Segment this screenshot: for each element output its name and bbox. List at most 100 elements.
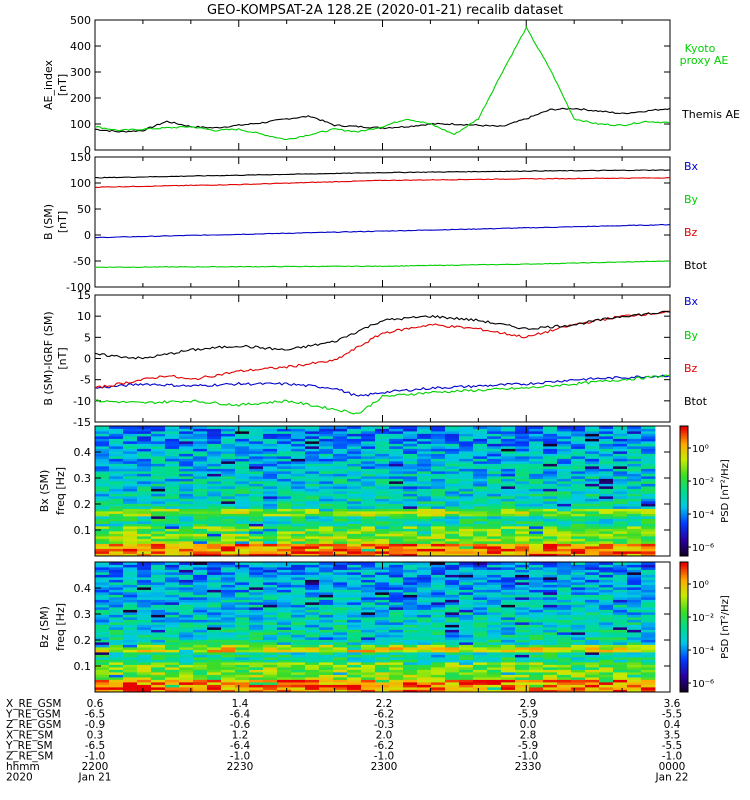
psd-cell [473,654,488,658]
y-tick-label: 150 [70,151,91,164]
psd-cell [431,634,446,638]
psd-cell [109,562,124,565]
psd-cell [319,662,334,665]
psd-cell [305,546,320,549]
psd-cell [137,473,152,477]
panel-spec-bz: 0.10.20.30.4Bz (SM) freq [Hz]10⁰10⁻²10⁻⁴1… [38,561,731,693]
psd-cell [179,463,194,467]
psd-cell [585,599,600,603]
psd-cell [403,662,418,665]
colorbar-segment [680,618,688,621]
psd-cell [641,587,656,590]
psd-cell [473,689,488,693]
psd-cell [641,491,656,494]
psd-cell [641,609,656,613]
psd-cell [543,511,558,514]
psd-cell [291,431,306,434]
psd-cell [179,521,194,524]
psd-cell [221,629,236,633]
psd-cell [221,614,236,618]
psd-cell [627,553,642,557]
psd-cell [487,682,502,685]
psd-cell [613,501,628,504]
y-tick-label: 300 [70,66,91,79]
psd-cell [473,546,488,549]
psd-cell [193,433,208,437]
psd-cell [473,516,488,519]
psd-cell [179,433,194,437]
psd-cell [515,446,530,449]
psd-cell [361,458,376,462]
psd-cell [165,481,180,484]
psd-cell [389,518,404,522]
psd-cell [193,491,208,494]
psd-cell [249,501,264,504]
psd-cell [599,546,614,549]
psd-cell [249,526,264,529]
psd-cell [627,516,642,519]
psd-cell [263,538,278,542]
psd-cell [627,528,642,532]
psd-cell [207,453,222,457]
psd-cell [263,639,278,643]
psd-cell [291,647,306,650]
psd-cell [445,617,460,620]
psd-cell [151,592,166,595]
psd-cell [473,607,488,610]
psd-cell [585,546,600,549]
psd-cell [515,654,530,658]
psd-cell [487,521,502,524]
psd-cell [109,433,124,437]
psd-cell [291,483,306,487]
psd-cell [571,607,586,610]
psd-cell [347,564,362,568]
psd-cell [417,523,432,527]
psd-cell [571,468,586,472]
psd-cell [529,428,544,432]
psd-cell [501,501,516,504]
psd-cell [291,672,306,675]
psd-cell [179,644,194,648]
psd-cell [431,684,446,688]
psd-cell [263,431,278,434]
psd-cell [459,677,474,680]
psd-cell [445,453,460,457]
ephemeris-value: -1.0 [518,751,539,763]
psd-cell [445,587,460,590]
psd-cell [487,531,502,534]
psd-cell [193,627,208,630]
psd-cell [291,501,306,504]
psd-cell [641,677,656,680]
spectrogram-cells [95,426,656,557]
psd-cell [347,513,362,517]
psd-cell [109,587,124,590]
psd-cell [151,448,166,452]
psd-cell [557,503,572,507]
psd-cell [375,491,390,494]
psd-cell [627,599,642,603]
psd-cell [347,639,362,643]
psd-cell [109,536,124,539]
psd-cell [417,536,432,539]
psd-cell [95,662,110,665]
psd-cell [291,523,306,527]
psd-cell [249,622,264,625]
psd-cell [375,639,390,643]
psd-cell [123,564,138,568]
psd-cell [375,629,390,633]
psd-cell [109,533,124,537]
psd-cell [263,528,278,532]
psd-cell [473,567,488,570]
psd-cell [305,438,320,442]
psd-cell [347,599,362,603]
psd-cell [347,617,362,620]
psd-cell [291,546,306,549]
psd-cell [207,614,222,618]
psd-cell [305,431,320,434]
psd-cell [501,503,516,507]
psd-cell [151,533,166,537]
psd-cell [95,518,110,522]
psd-cell [193,466,208,469]
psd-cell [543,659,558,663]
psd-cell [599,446,614,449]
